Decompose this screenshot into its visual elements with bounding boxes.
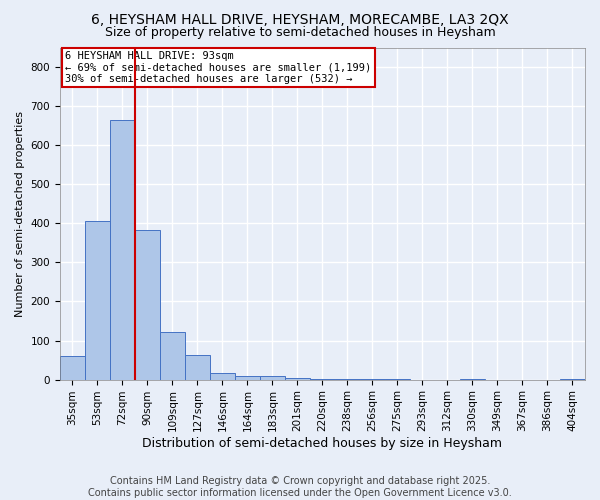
Bar — [210, 372, 235, 380]
Bar — [160, 332, 185, 380]
Bar — [60, 356, 85, 380]
Bar — [85, 220, 110, 380]
Text: Size of property relative to semi-detached houses in Heysham: Size of property relative to semi-detach… — [104, 26, 496, 39]
Bar — [285, 378, 310, 380]
Text: 6, HEYSHAM HALL DRIVE, HEYSHAM, MORECAMBE, LA3 2QX: 6, HEYSHAM HALL DRIVE, HEYSHAM, MORECAMB… — [91, 12, 509, 26]
Bar — [110, 120, 135, 380]
Bar — [235, 376, 260, 380]
Y-axis label: Number of semi-detached properties: Number of semi-detached properties — [15, 110, 25, 316]
Text: 6 HEYSHAM HALL DRIVE: 93sqm
← 69% of semi-detached houses are smaller (1,199)
30: 6 HEYSHAM HALL DRIVE: 93sqm ← 69% of sem… — [65, 51, 371, 84]
Bar — [310, 379, 335, 380]
Bar — [135, 230, 160, 380]
Bar — [185, 355, 210, 380]
Text: Contains HM Land Registry data © Crown copyright and database right 2025.
Contai: Contains HM Land Registry data © Crown c… — [88, 476, 512, 498]
X-axis label: Distribution of semi-detached houses by size in Heysham: Distribution of semi-detached houses by … — [142, 437, 502, 450]
Bar — [260, 376, 285, 380]
